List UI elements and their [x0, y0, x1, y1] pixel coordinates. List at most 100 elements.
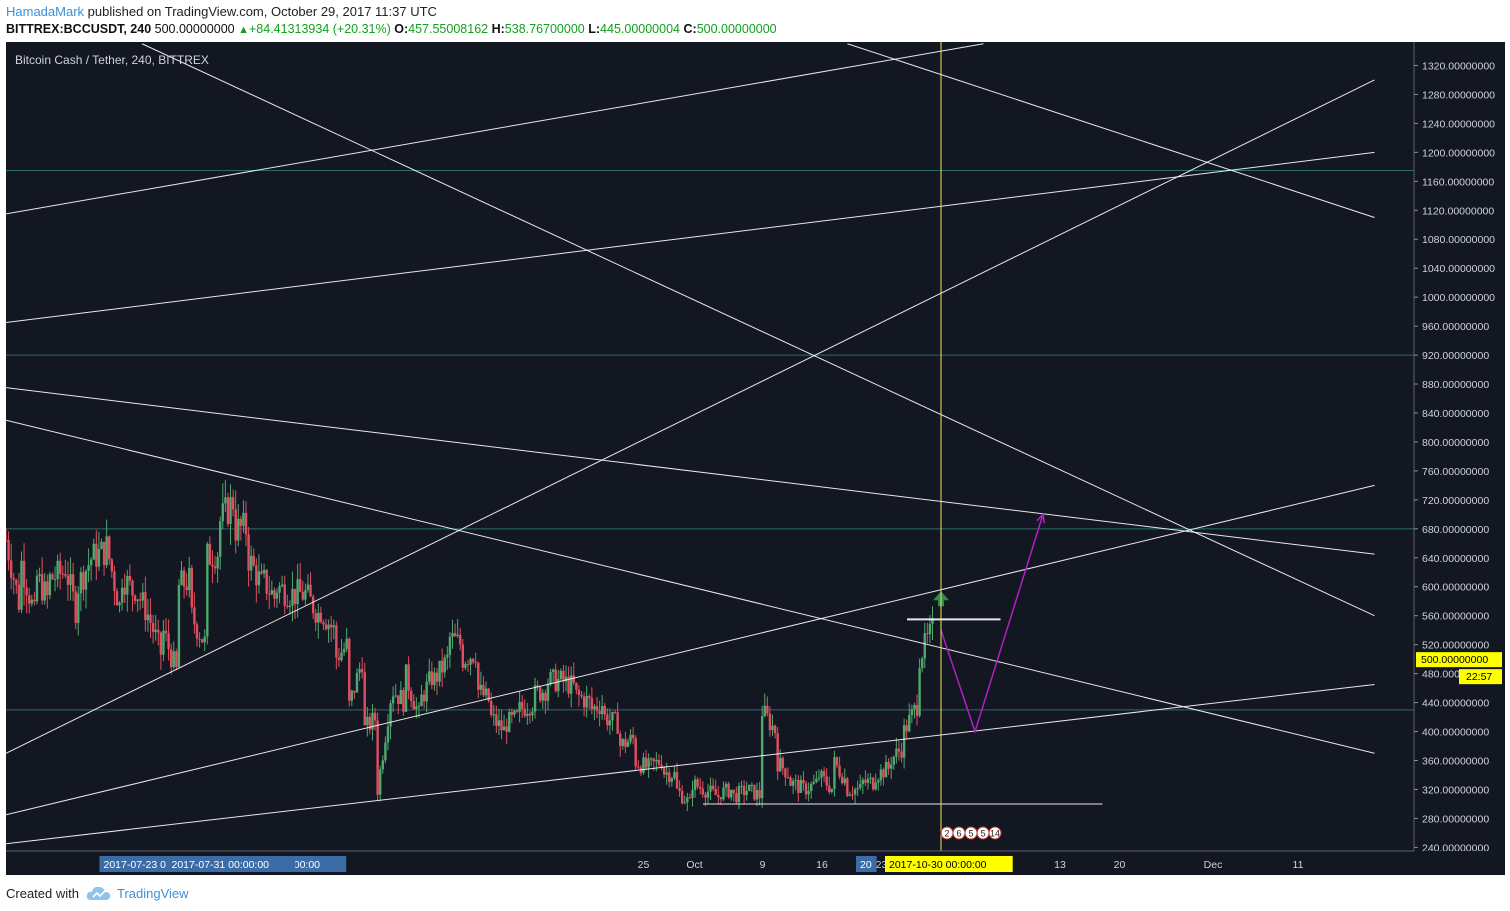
candle-body	[670, 778, 674, 782]
candle-body	[675, 771, 679, 789]
candle-body	[64, 573, 67, 576]
candle-body	[900, 751, 903, 758]
countdown-badge	[1459, 669, 1502, 685]
candle-body	[567, 676, 570, 694]
open-value: 457.55008162	[408, 22, 489, 36]
candle-body	[637, 766, 640, 768]
candle-body	[87, 565, 90, 571]
candle-body	[624, 739, 627, 747]
candle-body	[131, 580, 134, 596]
time-tick-label: 23	[876, 859, 888, 871]
price-tick-label: 520.00000000	[1422, 640, 1489, 652]
candle-body	[484, 688, 488, 696]
candle-body	[753, 784, 756, 800]
created-with-text: Created with	[6, 886, 79, 901]
candle-body	[332, 625, 335, 628]
candle-body	[523, 708, 526, 716]
candle-body	[595, 706, 599, 712]
price-chart[interactable]: 2 6 5 5 14 1320.000000001280.000000001240.00…	[6, 42, 1505, 875]
candle-body	[464, 664, 467, 668]
candle-body	[794, 780, 797, 782]
candle-body	[46, 581, 49, 596]
candle-body	[438, 660, 441, 682]
author-link[interactable]: HamadaMark	[6, 4, 85, 19]
candle-body	[853, 789, 857, 795]
candle-body	[884, 762, 888, 778]
candle-body	[244, 512, 248, 535]
candle-body	[237, 518, 240, 541]
close-value: 500.00000000	[696, 22, 777, 36]
candle-body	[877, 780, 880, 783]
chart-area[interactable]: 2 6 5 5 14 1320.00000000 1280.00000000 1240.00…	[6, 42, 1505, 875]
footer: Created with TradingView	[0, 875, 1510, 911]
candle-body	[817, 777, 821, 779]
candle-body	[804, 783, 808, 795]
candle-body	[265, 569, 268, 594]
candle-body	[735, 793, 738, 803]
close-label: C:	[683, 22, 697, 36]
trendline	[141, 43, 1375, 617]
candle-body	[487, 688, 490, 701]
date-badge	[856, 856, 877, 872]
trendline	[6, 43, 984, 215]
candle-body	[923, 633, 926, 659]
candle-body	[902, 725, 906, 758]
candle-body	[306, 584, 310, 591]
countdown-label: 22:57	[1466, 671, 1492, 683]
last-price-value: 500.00000000	[154, 22, 235, 36]
candle-body	[489, 700, 493, 715]
candle-body	[262, 569, 266, 574]
candle-body	[897, 748, 901, 752]
up-triangle-icon: ▲	[238, 24, 249, 36]
candle-body	[634, 737, 637, 767]
candle-body	[740, 785, 743, 787]
candle-body	[647, 758, 650, 768]
candle-body	[551, 669, 555, 672]
candle-body	[866, 778, 870, 783]
tradingview-brand-link[interactable]: TradingView	[117, 886, 189, 901]
candle-body	[815, 778, 818, 782]
candle-body	[203, 636, 206, 643]
candle-body	[711, 785, 715, 789]
candle-body	[613, 711, 617, 713]
candle-body	[102, 541, 106, 566]
candle-body	[518, 702, 521, 712]
candle-body	[846, 778, 849, 796]
candle-body	[252, 555, 255, 566]
candle-body	[619, 733, 622, 746]
price-axis	[1414, 42, 1505, 875]
candle-body	[172, 651, 175, 668]
candle-body	[861, 779, 865, 785]
candle-body	[66, 575, 70, 585]
candle-body	[200, 639, 204, 643]
candle-body	[531, 711, 534, 716]
candle-body	[729, 789, 733, 798]
candle-body	[7, 540, 10, 561]
candle-body	[683, 802, 686, 804]
candle-body	[443, 657, 446, 673]
candle-body	[381, 760, 384, 770]
candle-body	[304, 590, 307, 600]
candle-body	[133, 595, 137, 601]
projection-path	[940, 514, 1044, 734]
price-tick-label: 640.00000000	[1422, 553, 1489, 565]
date-badge	[99, 856, 184, 872]
tradingview-cloud-icon[interactable]	[86, 884, 112, 902]
candle-body	[482, 684, 485, 696]
candle-body	[239, 518, 243, 526]
candle-body	[843, 778, 846, 784]
candle-body	[588, 696, 591, 698]
candle-body	[389, 703, 392, 727]
candle-body	[562, 670, 565, 682]
candle-body	[737, 786, 741, 803]
candle-body	[162, 630, 165, 655]
candle-body	[221, 503, 224, 522]
price-tick-label: 1320.00000000	[1422, 60, 1495, 72]
candle-body	[95, 543, 98, 567]
candle-body	[673, 771, 676, 779]
candle-body	[428, 671, 431, 682]
candle-body	[920, 658, 924, 669]
candle-body	[167, 633, 170, 650]
candle-body	[451, 633, 454, 637]
trendline	[6, 484, 1375, 816]
